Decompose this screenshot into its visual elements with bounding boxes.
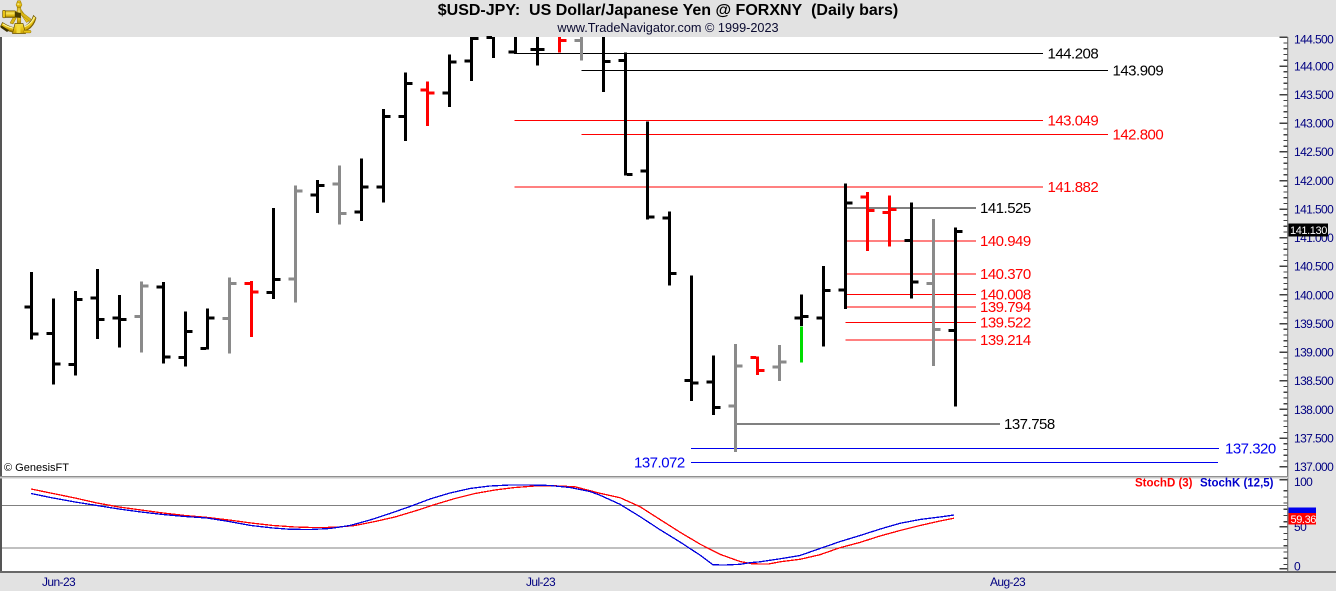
svg-text:141.130: 141.130 [1290,225,1327,237]
svg-text:143.500: 143.500 [1294,88,1334,102]
svg-text:141.500: 141.500 [1294,202,1334,216]
svg-text:142.000: 142.000 [1294,174,1334,188]
svg-text:140.370: 140.370 [980,266,1031,283]
svg-text:138.500: 138.500 [1294,374,1334,388]
svg-text:138.000: 138.000 [1294,403,1334,417]
svg-text:100: 100 [1294,475,1313,489]
svg-text:143.000: 143.000 [1294,117,1334,131]
svg-text:139.214: 139.214 [980,332,1031,349]
svg-text:137.000: 137.000 [1294,460,1334,474]
svg-text:142.800: 142.800 [1113,126,1164,143]
svg-text:144.000: 144.000 [1294,59,1334,73]
svg-text:140.500: 140.500 [1294,260,1334,274]
svg-text:StochD (3): StochD (3) [1135,478,1193,490]
svg-text:141.882: 141.882 [1048,179,1099,196]
svg-text:139.500: 139.500 [1294,317,1334,331]
svg-text:143.049: 143.049 [1048,112,1099,129]
svg-text:144.208: 144.208 [1048,45,1099,62]
svg-text:59.36: 59.36 [1291,514,1317,526]
svg-text:137.500: 137.500 [1294,431,1334,445]
svg-text:137.072: 137.072 [634,454,685,471]
svg-text:143.909: 143.909 [1113,62,1164,79]
svg-text:StochK (12,5): StochK (12,5) [1200,478,1274,490]
svg-text:0: 0 [1294,560,1301,574]
svg-text:140.949: 140.949 [980,233,1031,250]
svg-text:144.500: 144.500 [1294,32,1334,46]
svg-text:139.794: 139.794 [980,299,1031,316]
svg-text:137.320: 137.320 [1225,440,1276,457]
svg-text:141.525: 141.525 [980,200,1031,217]
svg-text:140.008: 140.008 [980,286,1031,303]
svg-text:137.758: 137.758 [1004,416,1055,433]
svg-text:139.000: 139.000 [1294,346,1334,360]
svg-text:139.522: 139.522 [980,314,1031,331]
svg-text:140.000: 140.000 [1294,288,1334,302]
svg-text:142.500: 142.500 [1294,145,1334,159]
